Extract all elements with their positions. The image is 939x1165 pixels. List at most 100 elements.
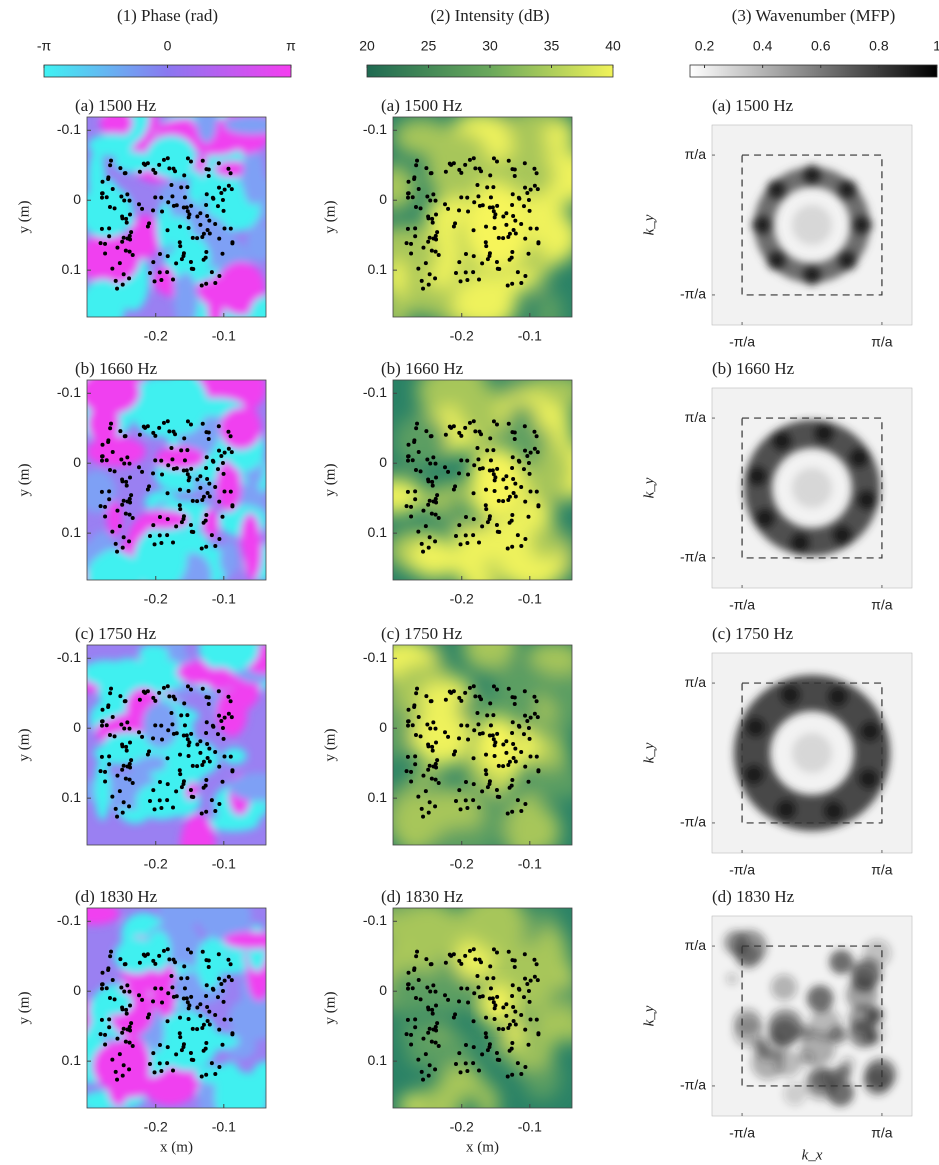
scatterer [119,457,124,462]
scatterer [535,715,540,720]
colorbar-tick-label: -π [37,38,52,54]
intensity-blob [533,1003,554,1069]
scatterer [491,209,496,214]
colorbar-tick-label: 40 [605,38,621,54]
scatterer [488,986,493,991]
scatterer [195,214,200,219]
scatterer [522,689,527,694]
scatterer [427,1026,432,1031]
scatterer [100,719,105,724]
phase-blob [216,689,248,737]
x-tick-label: π/a [871,334,893,350]
y-tick-label: π/a [685,937,707,953]
scatterer [431,455,436,460]
scatterer [428,989,433,994]
scatterer [511,228,516,233]
scatterer [153,723,158,728]
panel-title: (c) 1750 Hz [75,624,157,643]
colorbar-tick-label: 20 [359,38,375,54]
scatterer [217,713,222,718]
scatterer [429,511,434,516]
scatterer [479,960,484,965]
scatterer [406,719,411,724]
colorbar-tick-label: 35 [544,38,560,54]
scatterer [433,461,438,466]
scatterer [230,1031,235,1036]
scatterer [409,779,414,784]
scatterer [495,731,500,736]
scatterer [443,730,448,735]
scatterer [115,1077,120,1082]
scatterer [147,1012,152,1017]
scatterer [532,694,537,699]
scatterer [485,257,490,262]
scatterer [511,213,516,218]
scatterer [121,1063,126,1068]
scatterer [204,809,209,814]
panel-frame [86,907,267,1109]
scatterer [515,798,520,803]
scatterer [484,752,489,757]
scatterer [425,985,430,990]
scatterer [406,454,411,459]
scatterer [124,479,129,484]
x-tick-label: -0.1 [212,856,236,872]
scatterer [173,169,178,174]
phase-blob [106,1057,131,1107]
scatterer [170,722,175,727]
scatterer [527,208,532,213]
scatterer [523,976,528,981]
scatterer [434,740,439,745]
scatterer [443,697,448,702]
scatterer [433,276,438,281]
scatterer [213,543,218,548]
scatterer [453,1012,458,1017]
scatterer [169,974,174,979]
scatterer [185,684,190,689]
panel-title: (a) 1500 Hz [75,96,157,115]
scatterer [501,742,506,747]
scatterer [160,209,165,214]
scatterer [186,215,191,220]
scatterer [120,502,125,507]
panel-title: (b) 1660 Hz [75,359,158,378]
scatterer [100,723,105,728]
intensity-blob [492,268,540,293]
scatterer [412,176,417,181]
y-tick-label: 0.1 [62,789,82,805]
scatterer [220,514,225,519]
phase-blob [228,996,266,1041]
y-tick-label: 0 [73,191,81,207]
scatterer [409,1042,414,1047]
scatterer [205,476,210,481]
scatterer [511,756,516,761]
scatterer [426,1073,431,1078]
x-tick-label: -0.2 [450,1119,474,1135]
scatterer [140,734,145,739]
scatterer [534,962,539,967]
scatterer [189,466,194,471]
ring-blob [823,801,844,822]
scatterer [220,725,225,730]
scatterer [429,434,434,439]
scatterer [167,957,172,962]
scatterer [471,228,476,233]
y-tick-label: -0.1 [57,121,81,137]
scatterer [189,266,194,271]
phase-blob [159,1035,215,1068]
scatterer [463,1061,468,1066]
scatterer [491,156,496,161]
scatterer [106,967,111,972]
scatterer [457,208,462,213]
scatterer [151,260,156,265]
scatterer [199,546,204,551]
scatterer [459,458,464,463]
scatterer [123,1039,128,1044]
scatterer [495,266,500,271]
scatterer [201,520,206,525]
scatterer [471,1019,476,1024]
phase-blob [146,135,197,179]
scatterer [511,1004,516,1009]
scatterer [226,446,231,451]
scatterer [512,695,517,700]
